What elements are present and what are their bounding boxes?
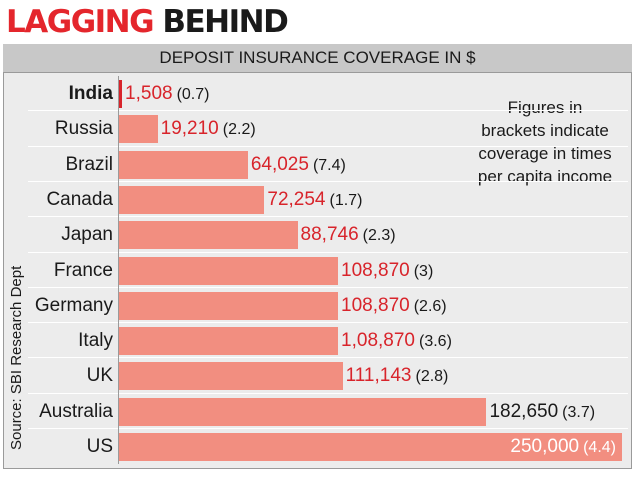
value-label: 19,210 (2.2) — [161, 111, 256, 147]
value-number: 1,08,870 — [341, 330, 415, 352]
row-separator — [28, 392, 628, 394]
value-label: 108,870 (3) — [341, 253, 433, 289]
category-label: US — [86, 436, 113, 457]
row-separator — [28, 145, 628, 147]
note-line: brackets indicate — [481, 121, 609, 140]
category-label: UK — [86, 365, 113, 387]
value-number: 108,870 — [341, 259, 410, 281]
value-number: 182,650 — [489, 400, 559, 422]
bracket-label: (2.6) — [413, 297, 447, 315]
note-line: coverage in times — [478, 144, 612, 163]
row-separator — [28, 322, 628, 324]
row-separator — [28, 286, 628, 288]
title-behind: BEHIND — [162, 4, 288, 40]
value-number: 72,254 — [267, 188, 326, 210]
bar — [119, 221, 298, 250]
bar — [119, 256, 339, 285]
bar — [119, 150, 248, 179]
row-separator — [28, 428, 628, 429]
row-separator — [28, 357, 628, 359]
category-label: Australia — [39, 400, 113, 422]
value-label: 111,143 (2.8) — [346, 358, 449, 394]
value-number: 19,210 — [160, 118, 219, 140]
bracket-label: (3.7) — [562, 403, 596, 421]
bracket-label: (2.2) — [222, 121, 256, 139]
bracket-label: (3.6) — [419, 333, 452, 351]
value-label: 88,746 (2.3) — [301, 217, 396, 253]
bracket-label: (7.4) — [312, 156, 346, 174]
value-number: 250,000 — [510, 436, 580, 457]
y-axis-line — [118, 76, 119, 464]
bar — [119, 362, 343, 391]
value-number: 64,025 — [250, 153, 309, 175]
bracket-label: (2.3) — [362, 227, 396, 245]
value-number: 1,508 — [125, 83, 173, 104]
category-label: France — [53, 259, 113, 281]
note-line: Figures in — [507, 98, 583, 117]
bar — [119, 80, 123, 108]
bar — [119, 291, 339, 320]
category-label: Japan — [61, 224, 113, 246]
row-separator — [28, 180, 628, 182]
bar — [119, 327, 339, 356]
category-label: Canada — [46, 188, 113, 210]
value-label: 182,650 (3.7) — [489, 394, 595, 430]
title-lagging: LAGGING — [6, 4, 155, 40]
value-label: 64,025 (7.4) — [251, 147, 346, 183]
value-label: 250,000 (4.4) — [510, 429, 616, 465]
row-separator — [28, 251, 628, 253]
chart-title: LAGGING BEHIND — [6, 2, 289, 42]
bar — [119, 115, 158, 144]
value-number: 108,870 — [341, 294, 410, 316]
value-label: 108,870 (2.6) — [341, 288, 447, 324]
bracket-label: (3) — [413, 262, 434, 280]
category-label: Brazil — [65, 153, 113, 175]
row-separator — [28, 216, 628, 218]
bar — [119, 185, 265, 214]
row-separator — [28, 110, 628, 112]
value-label: 1,508 (0.7) — [125, 76, 209, 112]
value-number: 88,746 — [300, 224, 359, 246]
category-label: Russia — [54, 118, 113, 140]
chart-subtitle: DEPOSIT INSURANCE COVERAGE IN $ — [3, 44, 632, 73]
value-number: 111,143 — [345, 365, 412, 387]
value-label: 1,08,870 (3.6) — [341, 323, 452, 359]
bracket-label: (1.7) — [329, 191, 363, 209]
bar — [119, 433, 622, 461]
category-label: Germany — [34, 294, 113, 316]
bar — [119, 397, 487, 426]
chart-note: Figures in brackets indicate coverage in… — [470, 96, 620, 188]
bracket-label: (2.8) — [415, 368, 449, 386]
category-label: India — [68, 83, 113, 104]
bracket-label: (4.4) — [583, 439, 616, 456]
category-label: Italy — [78, 330, 113, 352]
bracket-label: (0.7) — [176, 86, 210, 103]
value-label: 72,254 (1.7) — [267, 182, 362, 218]
note-line: per capita income — [477, 167, 613, 186]
